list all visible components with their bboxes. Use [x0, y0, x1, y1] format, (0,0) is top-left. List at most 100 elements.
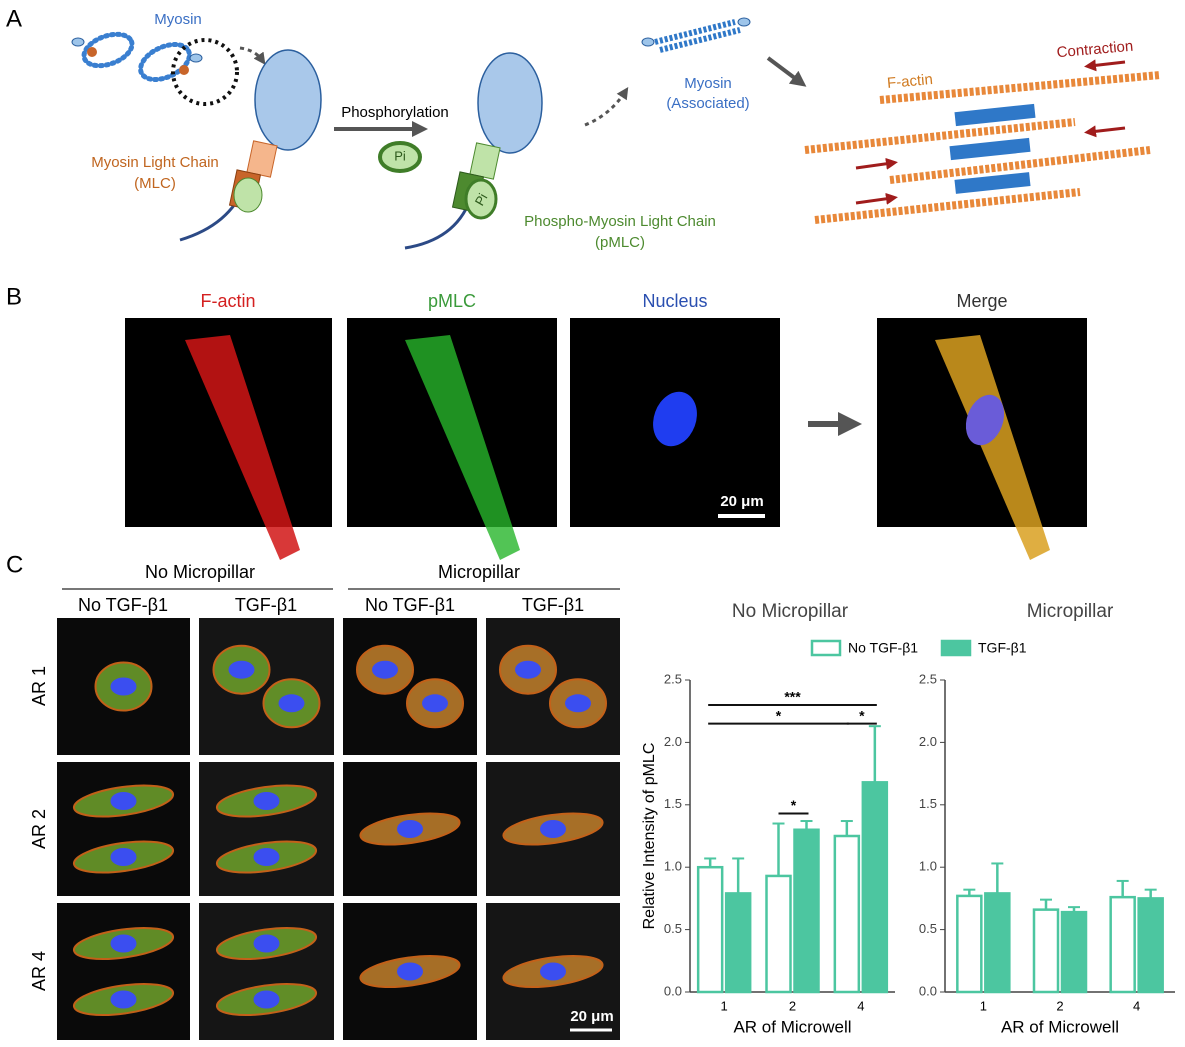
legend-label: TGF-β1	[978, 640, 1027, 656]
panel-b: B F-actin pMLC Nucleus Merge 20 μm	[6, 283, 1087, 560]
y-axis-label: Relative Intensity of pMLC	[641, 743, 658, 930]
micrograph	[57, 762, 190, 896]
associated-label: (Associated)	[666, 95, 749, 112]
micrograph	[486, 618, 620, 755]
nucleus	[565, 694, 591, 713]
group-title: No Micropillar	[145, 562, 255, 582]
y-tick-label: 0.0	[919, 983, 937, 998]
contraction-label: Contraction	[1056, 38, 1134, 62]
nucleus	[397, 962, 423, 981]
micrograph	[199, 762, 334, 896]
significance-label: *	[776, 707, 782, 723]
bar	[1060, 910, 1088, 994]
panel-label: C	[6, 551, 23, 578]
bar	[956, 894, 983, 994]
micrograph	[199, 903, 334, 1040]
condition-title: No TGF-β1	[78, 595, 168, 615]
significance-label: *	[791, 797, 797, 813]
myosin-loops	[81, 31, 192, 82]
bar	[1109, 895, 1136, 994]
x-tick-label: 1	[980, 998, 987, 1013]
condition-title: TGF-β1	[522, 595, 584, 615]
bar	[1137, 897, 1164, 994]
x-axis-label: AR of Microwell	[733, 1017, 851, 1036]
y-tick-label: 1.5	[664, 796, 682, 811]
associated-label: Myosin	[684, 75, 732, 92]
panel-label: B	[6, 283, 22, 310]
micrograph	[57, 903, 190, 1040]
pi-label: Pi	[394, 148, 406, 163]
bar	[861, 781, 889, 994]
channel-title: F-actin	[200, 291, 255, 311]
condition-title: TGF-β1	[235, 595, 297, 615]
y-tick-label: 1.0	[919, 859, 937, 874]
y-tick-label: 2.5	[919, 671, 937, 686]
y-tick-label: 1.0	[664, 859, 682, 874]
significance-label: *	[859, 707, 865, 723]
nucleus	[253, 848, 280, 866]
nucleus	[110, 792, 137, 810]
nucleus	[110, 990, 137, 1009]
nucleus	[540, 820, 566, 838]
nucleus	[253, 934, 280, 953]
bar	[984, 892, 1011, 994]
x-axis-label: AR of Microwell	[1001, 1017, 1119, 1036]
bar	[765, 874, 792, 994]
group-title: Micropillar	[438, 562, 520, 582]
panel-label: A	[6, 5, 22, 32]
pmlc-label: (pMLC)	[595, 234, 645, 251]
chart-title: No Micropillar	[732, 601, 849, 622]
x-tick-label: 2	[1056, 998, 1063, 1013]
mlc-label: (MLC)	[134, 175, 176, 192]
x-tick-label: 2	[789, 998, 796, 1013]
nucleus	[110, 848, 137, 866]
legend-label: No TGF-β1	[848, 640, 918, 656]
nucleus	[278, 694, 305, 713]
pmlc-label: Phospho-Myosin Light Chain	[524, 213, 716, 230]
bar	[724, 892, 752, 994]
y-tick-label: 0.0	[664, 983, 682, 998]
channel-title: pMLC	[428, 291, 476, 311]
micrograph	[343, 618, 477, 755]
micrograph	[199, 618, 334, 755]
nucleus	[397, 820, 423, 838]
nucleus	[110, 677, 137, 696]
condition-title: No TGF-β1	[365, 595, 455, 615]
mlc-label: Myosin Light Chain	[91, 154, 219, 171]
scale-bar-label: 20 μm	[720, 493, 763, 510]
y-tick-label: 1.5	[919, 796, 937, 811]
phosphorylation-label: Phosphorylation	[341, 104, 449, 121]
significance-label: ***	[784, 689, 801, 705]
x-tick-label: 4	[1133, 998, 1140, 1013]
row-label: AR 2	[29, 809, 49, 849]
zoom-circle	[171, 38, 239, 106]
actin-filaments	[804, 71, 1161, 224]
nucleus	[110, 934, 137, 953]
nucleus	[372, 660, 398, 679]
channel-title: Nucleus	[642, 291, 707, 311]
myosin-label: Myosin	[154, 11, 202, 28]
x-tick-label: 4	[857, 998, 864, 1013]
factin-label: F-actin	[886, 71, 933, 92]
y-tick-label: 2.0	[664, 734, 682, 749]
channel-title: Merge	[956, 291, 1007, 311]
nucleus	[253, 792, 280, 810]
y-tick-label: 0.5	[919, 921, 937, 936]
y-tick-label: 2.5	[664, 671, 682, 686]
row-label: AR 4	[29, 951, 49, 991]
nucleus	[422, 694, 448, 713]
bar	[833, 834, 861, 994]
nucleus	[515, 660, 541, 679]
myosin-bundles	[949, 103, 1036, 194]
chart-title: Micropillar	[1027, 601, 1114, 622]
nucleus	[228, 660, 255, 679]
bar	[696, 865, 724, 994]
bar	[1032, 908, 1060, 994]
bar	[793, 828, 820, 994]
legend-swatch	[940, 639, 972, 657]
y-tick-label: 2.0	[919, 734, 937, 749]
legend-swatch	[810, 639, 842, 657]
row-label: AR 1	[29, 666, 49, 706]
y-tick-label: 0.5	[664, 921, 682, 936]
